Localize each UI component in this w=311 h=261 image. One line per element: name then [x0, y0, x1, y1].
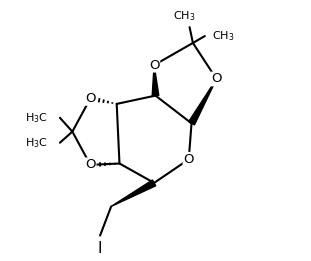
Text: H$_3$C: H$_3$C	[25, 111, 48, 125]
Text: O: O	[183, 153, 194, 166]
Text: O: O	[211, 73, 222, 85]
Text: CH$_3$: CH$_3$	[212, 29, 234, 43]
Text: H$_3$C: H$_3$C	[25, 136, 48, 150]
Polygon shape	[111, 180, 156, 206]
Text: I: I	[98, 241, 102, 256]
Text: CH$_3$: CH$_3$	[173, 9, 196, 23]
Text: O: O	[149, 59, 159, 72]
Text: O: O	[85, 92, 95, 105]
Text: O: O	[85, 158, 95, 171]
Polygon shape	[189, 79, 216, 125]
Polygon shape	[152, 65, 159, 96]
